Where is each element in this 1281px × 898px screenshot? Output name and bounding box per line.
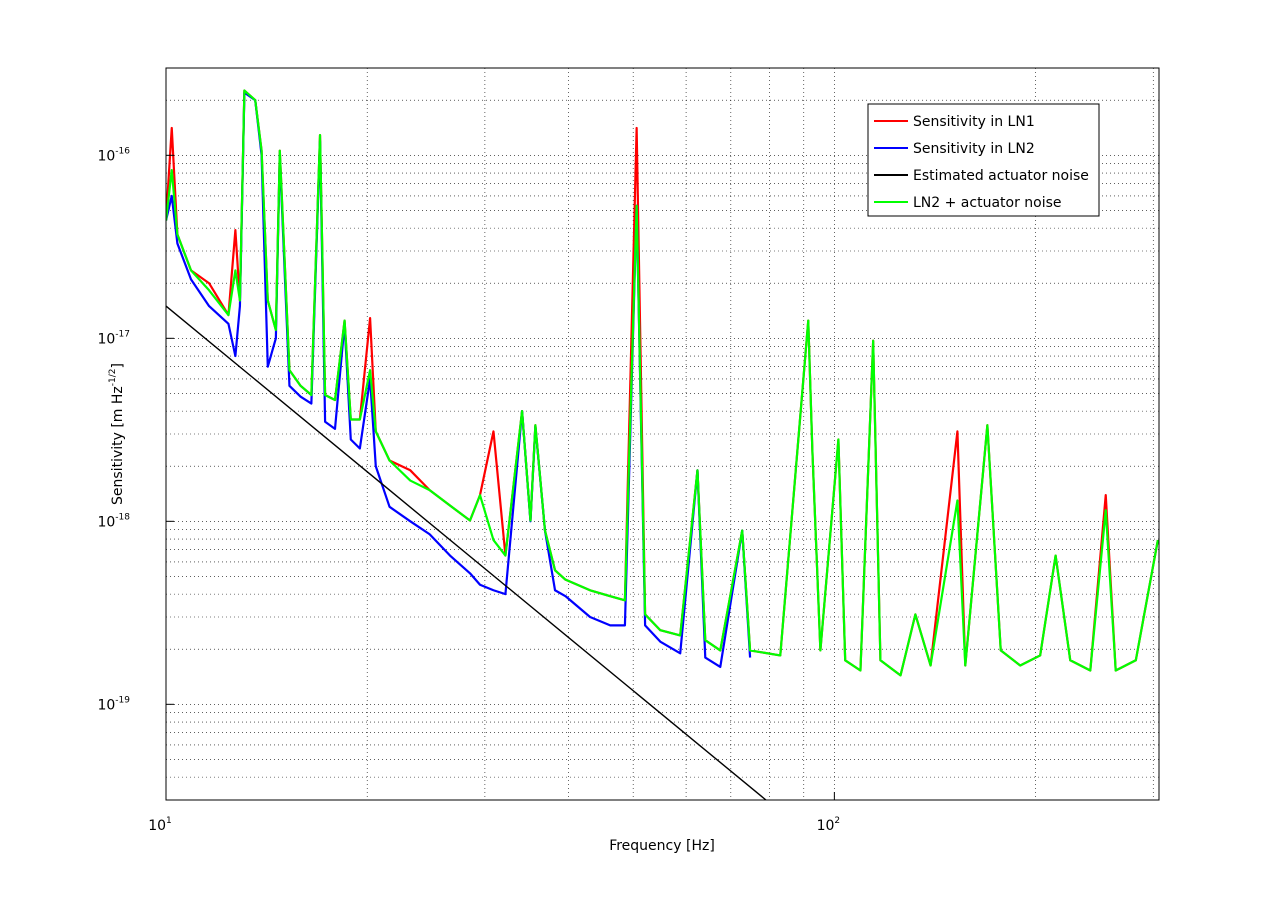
legend: Sensitivity in LN1 Sensitivity in LN2 Esti… xyxy=(867,103,1100,217)
y-tick-base: 10 xyxy=(97,148,115,164)
y-tick-exponent: -16 xyxy=(115,146,130,156)
y-tick-base: 10 xyxy=(97,697,115,713)
x-tick-base: 10 xyxy=(148,818,166,834)
y-tick-exponent: -17 xyxy=(115,329,130,339)
x-tick-exponent: 1 xyxy=(166,816,172,826)
y-tick-exponent: -19 xyxy=(115,695,130,705)
x-tick-label: 102 xyxy=(817,816,841,834)
series-line xyxy=(166,89,1159,677)
y-tick-base: 10 xyxy=(97,331,115,347)
y-tick-label: 10-19 xyxy=(97,695,130,713)
y-tick-base: 10 xyxy=(97,514,115,530)
x-axis-label: Frequency [Hz] xyxy=(609,838,715,854)
y-tick-label: 10-17 xyxy=(97,329,130,347)
series-group xyxy=(166,89,1159,800)
y-axis-label-suffix: ] xyxy=(110,363,126,368)
y-axis-label-text: Sensitivity [m Hz xyxy=(110,386,126,505)
y-tick-label: 10-18 xyxy=(97,512,130,530)
y-tick-exponent: -18 xyxy=(115,512,130,522)
legend-label: Sensitivity in LN1 xyxy=(913,114,1035,130)
legend-label: Estimated actuator noise xyxy=(913,168,1089,184)
y-axis-label-sup: -1/2 xyxy=(108,368,118,386)
x-tick-label: 101 xyxy=(148,816,172,834)
series-line xyxy=(166,305,767,800)
x-tick-exponent: 2 xyxy=(834,816,840,826)
x-tick-base: 10 xyxy=(817,818,835,834)
y-axis-label: Sensitivity [m Hz-1/2] xyxy=(108,363,126,505)
legend-box xyxy=(867,103,1100,217)
legend-label: Sensitivity in LN2 xyxy=(913,141,1035,157)
y-tick-label: 10-16 xyxy=(97,146,130,164)
grid xyxy=(165,67,1159,801)
axes-box xyxy=(165,67,1160,801)
legend-label: LN2 + actuator noise xyxy=(913,195,1062,211)
